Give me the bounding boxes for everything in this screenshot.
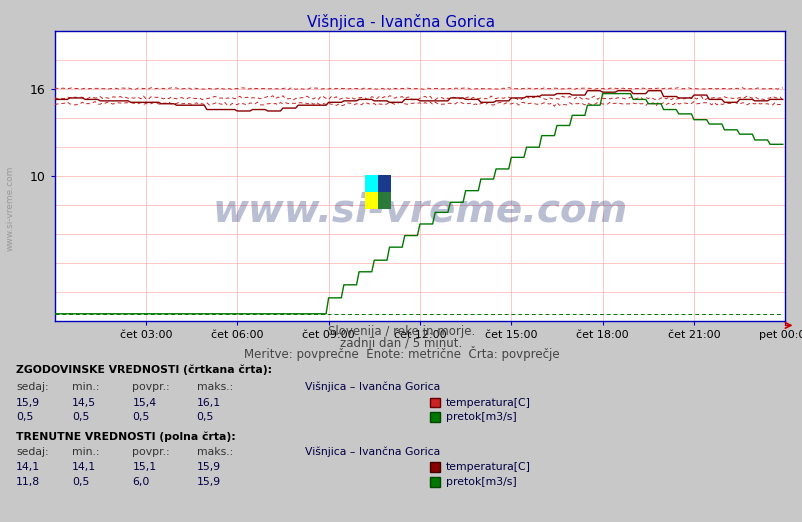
Text: 0,5: 0,5 xyxy=(132,412,150,422)
Text: Višnjica - Ivančna Gorica: Višnjica - Ivančna Gorica xyxy=(307,15,495,30)
Text: 0,5: 0,5 xyxy=(16,412,34,422)
Text: maks.:: maks.: xyxy=(196,382,233,392)
Text: temperatura[C]: temperatura[C] xyxy=(445,462,530,472)
Text: 0,5: 0,5 xyxy=(196,412,214,422)
Text: 15,1: 15,1 xyxy=(132,462,156,472)
Text: Meritve: povprečne  Enote: metrične  Črta: povprečje: Meritve: povprečne Enote: metrične Črta:… xyxy=(243,346,559,361)
Text: pretok[m3/s]: pretok[m3/s] xyxy=(445,477,516,487)
Text: 16,1: 16,1 xyxy=(196,398,221,408)
Text: Slovenija / reke in morje.: Slovenija / reke in morje. xyxy=(327,325,475,338)
Text: 0,5: 0,5 xyxy=(72,477,90,487)
Text: povpr.:: povpr.: xyxy=(132,382,170,392)
Text: Višnjica – Ivančna Gorica: Višnjica – Ivančna Gorica xyxy=(305,382,439,392)
Text: 15,4: 15,4 xyxy=(132,398,156,408)
Text: 11,8: 11,8 xyxy=(16,477,40,487)
Text: www.si-vreme.com: www.si-vreme.com xyxy=(212,192,627,230)
Text: min.:: min.: xyxy=(72,382,99,392)
Text: pretok[m3/s]: pretok[m3/s] xyxy=(445,412,516,422)
Text: temperatura[C]: temperatura[C] xyxy=(445,398,530,408)
Text: TRENUTNE VREDNOSTI (polna črta):: TRENUTNE VREDNOSTI (polna črta): xyxy=(16,432,236,442)
Text: 6,0: 6,0 xyxy=(132,477,150,487)
Text: 0,5: 0,5 xyxy=(72,412,90,422)
Text: Višnjica – Ivančna Gorica: Višnjica – Ivančna Gorica xyxy=(305,446,439,457)
Text: zadnji dan / 5 minut.: zadnji dan / 5 minut. xyxy=(340,337,462,350)
Text: www.si-vreme.com: www.si-vreme.com xyxy=(6,166,15,252)
Text: 15,9: 15,9 xyxy=(196,477,221,487)
Text: ZGODOVINSKE VREDNOSTI (črtkana črta):: ZGODOVINSKE VREDNOSTI (črtkana črta): xyxy=(16,365,272,375)
Text: maks.:: maks.: xyxy=(196,447,233,457)
Text: 14,1: 14,1 xyxy=(16,462,40,472)
Text: 15,9: 15,9 xyxy=(196,462,221,472)
Text: min.:: min.: xyxy=(72,447,99,457)
Text: 14,5: 14,5 xyxy=(72,398,96,408)
Text: povpr.:: povpr.: xyxy=(132,447,170,457)
Text: sedaj:: sedaj: xyxy=(16,447,49,457)
Text: 14,1: 14,1 xyxy=(72,462,96,472)
Text: sedaj:: sedaj: xyxy=(16,382,49,392)
Text: 15,9: 15,9 xyxy=(16,398,40,408)
